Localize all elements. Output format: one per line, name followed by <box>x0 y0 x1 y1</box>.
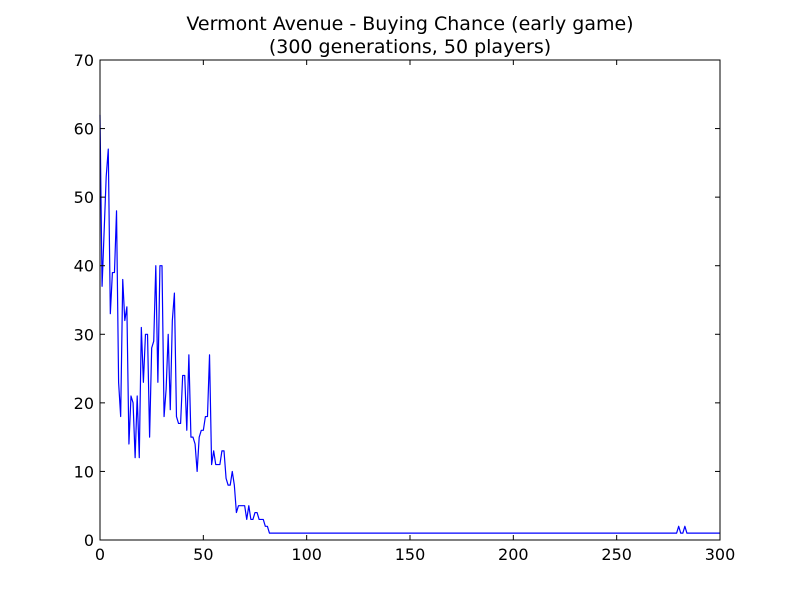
x-tick-label: 300 <box>705 545 736 564</box>
y-tick-label: 20 <box>74 394 94 413</box>
y-tick-label: 60 <box>74 120 94 139</box>
chart-title: Vermont Avenue - Buying Chance (early ga… <box>186 13 633 35</box>
x-tick-label: 100 <box>291 545 322 564</box>
y-tick-label: 70 <box>74 51 94 70</box>
x-tick-label: 0 <box>95 545 105 564</box>
chart-subtitle: (300 generations, 50 players) <box>269 36 551 58</box>
x-tick-label: 50 <box>193 545 213 564</box>
x-tick-label: 200 <box>498 545 529 564</box>
y-tick-label: 0 <box>84 531 94 550</box>
x-tick-label: 250 <box>601 545 632 564</box>
y-tick-label: 30 <box>74 325 94 344</box>
axes-frame <box>99 59 721 541</box>
x-tick-label: 150 <box>395 545 426 564</box>
plot-area: 0 50 100 150 200 250 300 0 10 20 30 40 50 60 70 <box>74 51 736 564</box>
y-tick-label: 40 <box>74 257 94 276</box>
y-tick-label: 50 <box>74 188 94 207</box>
y-tick-label: 10 <box>74 462 94 481</box>
series-line-0 <box>99 114 720 534</box>
